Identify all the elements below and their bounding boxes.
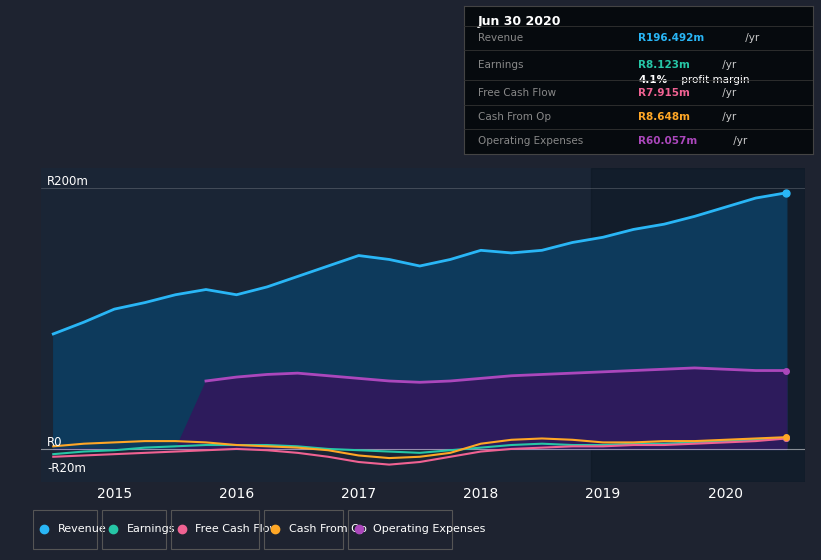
Text: Earnings: Earnings: [478, 60, 523, 70]
Text: 4.1%: 4.1%: [639, 75, 667, 85]
Text: Operating Expenses: Operating Expenses: [478, 136, 583, 146]
Text: R60.057m: R60.057m: [639, 136, 698, 146]
Text: /yr: /yr: [719, 112, 736, 122]
Text: Revenue: Revenue: [57, 524, 106, 534]
Text: Cash From Op: Cash From Op: [289, 524, 367, 534]
Text: profit margin: profit margin: [678, 75, 750, 85]
Text: R7.915m: R7.915m: [639, 88, 690, 98]
Text: R200m: R200m: [47, 175, 89, 188]
Text: Operating Expenses: Operating Expenses: [373, 524, 485, 534]
Bar: [591, 168, 805, 482]
Text: -R20m: -R20m: [47, 462, 86, 475]
Text: R8.123m: R8.123m: [639, 60, 690, 70]
Text: /yr: /yr: [731, 136, 748, 146]
Text: Free Cash Flow: Free Cash Flow: [478, 88, 556, 98]
Text: R196.492m: R196.492m: [639, 33, 704, 43]
Text: Free Cash Flow: Free Cash Flow: [195, 524, 279, 534]
Text: /yr: /yr: [719, 88, 736, 98]
Text: Revenue: Revenue: [478, 33, 523, 43]
Text: /yr: /yr: [742, 33, 759, 43]
Text: Jun 30 2020: Jun 30 2020: [478, 15, 562, 27]
Text: Cash From Op: Cash From Op: [478, 112, 551, 122]
Text: R0: R0: [47, 436, 62, 449]
Text: Earnings: Earnings: [126, 524, 175, 534]
Text: R8.648m: R8.648m: [639, 112, 690, 122]
Text: /yr: /yr: [719, 60, 736, 70]
